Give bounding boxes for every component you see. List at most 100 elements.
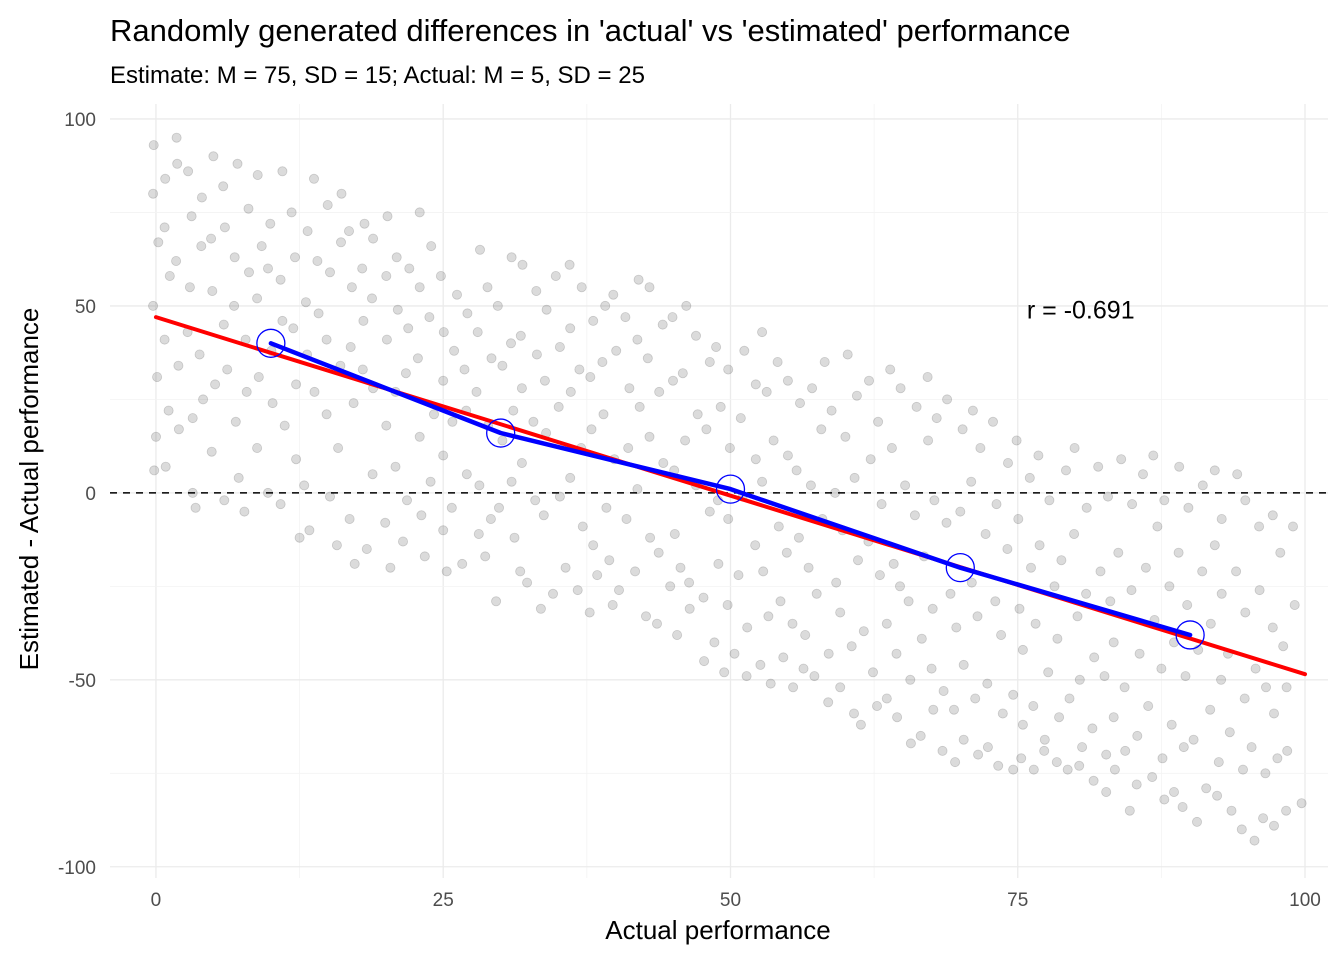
chart-subtitle: Estimate: M = 75, SD = 15; Actual: M = 5… (110, 62, 645, 89)
data-point (1008, 764, 1019, 775)
data-point (1116, 454, 1127, 465)
data-point (243, 267, 254, 278)
data-point (584, 607, 595, 618)
binned-mean-marker (715, 474, 746, 504)
data-point (915, 730, 926, 741)
data-point (1209, 540, 1220, 551)
data-point (416, 510, 427, 521)
data-point (299, 480, 310, 491)
data-point (835, 682, 846, 693)
data-point (715, 401, 726, 412)
data-point (554, 491, 565, 502)
data-point (229, 252, 240, 263)
data-point (607, 600, 618, 611)
data-point (530, 495, 541, 506)
data-point (600, 300, 611, 311)
data-point (928, 704, 939, 715)
data-point (230, 416, 241, 427)
data-point (757, 476, 768, 487)
data-point (344, 514, 355, 525)
data-point (491, 596, 502, 607)
data-point (945, 588, 956, 599)
data-point (187, 487, 198, 498)
data-point (1157, 753, 1168, 764)
data-point (1246, 742, 1257, 753)
data-point (819, 356, 830, 367)
data-point (621, 514, 632, 525)
data-point (462, 308, 473, 319)
data-point (1169, 787, 1180, 798)
data-point (531, 285, 542, 296)
data-point (219, 222, 230, 233)
data-point (426, 241, 437, 252)
x-axis-ticks: 0 25 50 75 100 (151, 890, 1321, 911)
data-point (279, 420, 290, 431)
data-point (980, 529, 991, 540)
data-point (1051, 757, 1062, 768)
data-point (1089, 652, 1100, 663)
data-point (672, 630, 683, 641)
y-tick-label: 0 (85, 484, 96, 505)
data-point (684, 577, 695, 588)
data-point (950, 757, 961, 768)
data-point (424, 312, 435, 323)
data-point (333, 442, 344, 453)
data-point (1140, 562, 1151, 573)
data-point (885, 364, 896, 375)
data-point (611, 345, 622, 356)
data-point (218, 319, 229, 330)
data-point (826, 405, 837, 416)
data-point (823, 697, 834, 708)
data-point (171, 255, 182, 266)
data-point (711, 341, 722, 352)
data-point (895, 581, 906, 592)
data-point (1081, 502, 1092, 513)
data-point (1216, 674, 1227, 685)
data-point (758, 566, 769, 577)
data-point (1238, 764, 1249, 775)
data-point (1101, 787, 1112, 798)
data-point (1043, 667, 1054, 678)
data-point (1044, 495, 1055, 506)
data-point (1030, 618, 1041, 629)
data-point (1077, 742, 1088, 753)
data-point (560, 562, 571, 573)
data-point (480, 551, 491, 562)
data-point (403, 323, 414, 334)
data-point (1260, 768, 1271, 779)
data-point (982, 678, 993, 689)
data-point (574, 364, 585, 375)
data-point (1180, 671, 1191, 682)
data-point (865, 454, 876, 465)
data-point (321, 409, 332, 420)
data-point (357, 364, 368, 375)
data-point (739, 345, 750, 356)
x-tick-label: 0 (151, 890, 162, 911)
correlation-annotation: r = -0.691 (1027, 297, 1135, 325)
data-point (1074, 674, 1085, 685)
data-point (206, 446, 217, 457)
data-point (729, 648, 740, 659)
data-point (565, 323, 576, 334)
data-point (1017, 644, 1028, 655)
data-point (620, 312, 631, 323)
data-point (397, 536, 408, 547)
data-point (252, 442, 263, 453)
data-point (723, 514, 734, 525)
data-point (858, 626, 869, 637)
data-point (891, 648, 902, 659)
data-point (148, 300, 159, 311)
data-point (459, 364, 470, 375)
data-point (1289, 600, 1300, 611)
data-point (723, 364, 734, 375)
data-point (471, 386, 482, 397)
data-point (516, 383, 527, 394)
data-point (219, 495, 230, 506)
data-point (782, 450, 793, 461)
y-axis-title: Estimated - Actual performance (14, 308, 44, 671)
data-point (1182, 600, 1193, 611)
data-point (366, 293, 377, 304)
data-point (506, 252, 517, 263)
data-point (493, 502, 504, 513)
data-point (881, 693, 892, 704)
